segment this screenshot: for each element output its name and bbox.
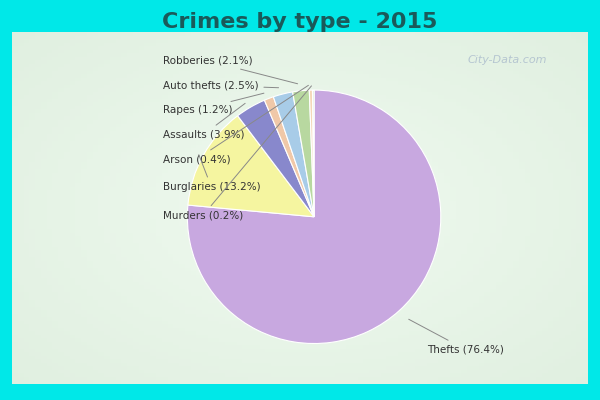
Wedge shape: [309, 90, 314, 217]
Text: Thefts (76.4%): Thefts (76.4%): [409, 319, 503, 354]
Wedge shape: [313, 90, 314, 217]
Wedge shape: [265, 97, 314, 217]
Wedge shape: [238, 100, 314, 217]
Text: Rapes (1.2%): Rapes (1.2%): [163, 93, 264, 115]
Text: City-Data.com: City-Data.com: [468, 55, 548, 65]
Text: Crimes by type - 2015: Crimes by type - 2015: [163, 12, 437, 32]
Text: Murders (0.2%): Murders (0.2%): [163, 86, 311, 220]
Wedge shape: [187, 90, 441, 344]
Text: Auto thefts (2.5%): Auto thefts (2.5%): [163, 80, 278, 90]
Text: Arson (0.4%): Arson (0.4%): [163, 85, 308, 164]
Wedge shape: [293, 90, 314, 217]
Text: Burglaries (13.2%): Burglaries (13.2%): [163, 155, 260, 192]
Wedge shape: [188, 116, 314, 217]
Text: Assaults (3.9%): Assaults (3.9%): [163, 103, 245, 140]
Text: Robberies (2.1%): Robberies (2.1%): [163, 56, 298, 84]
Wedge shape: [274, 92, 314, 217]
